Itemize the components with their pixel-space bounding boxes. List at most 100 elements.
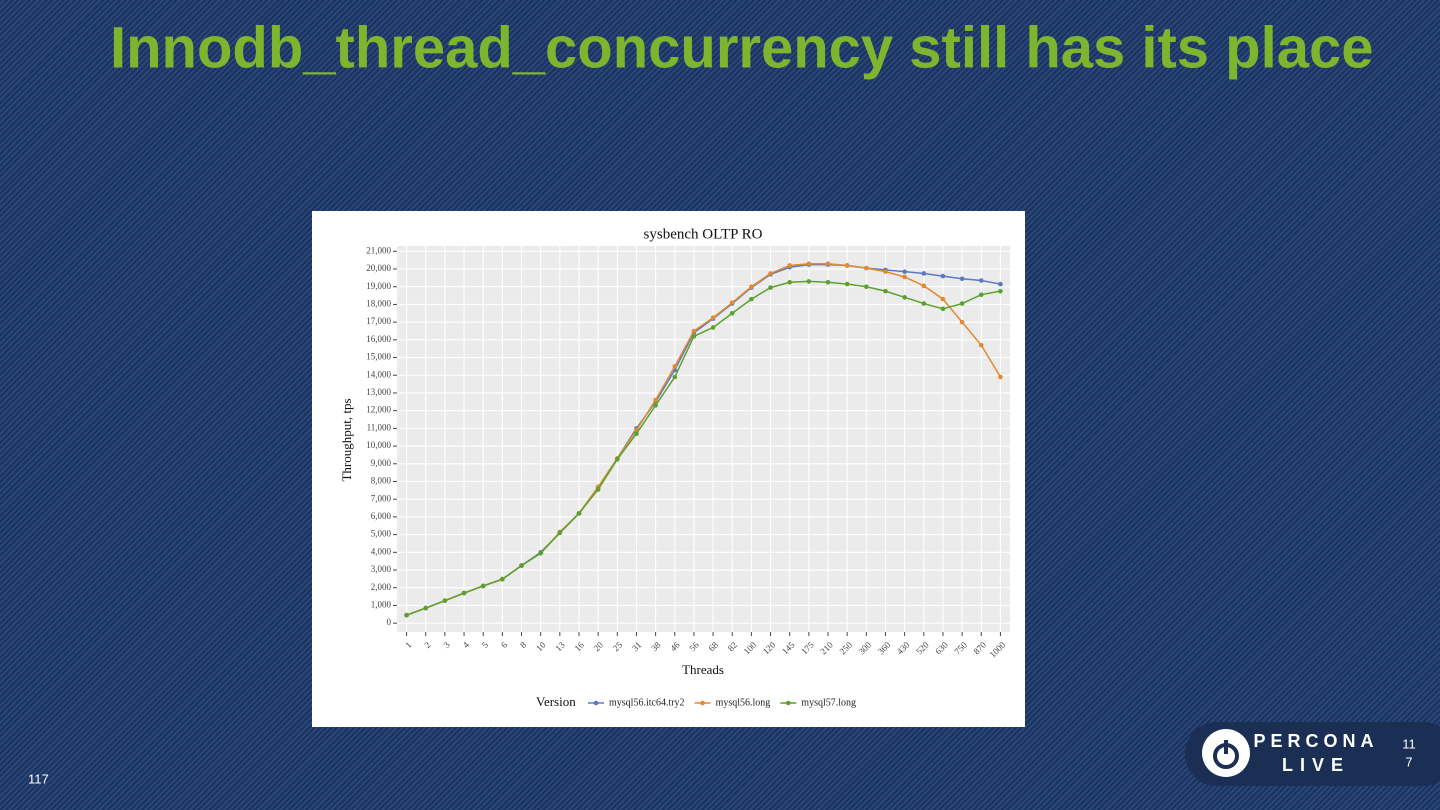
x-tick-label: 3 [442,639,453,650]
data-point [461,590,467,596]
data-point [902,269,907,274]
x-tick-label: 5 [480,639,491,650]
data-point [825,279,831,285]
data-point [883,269,888,274]
data-point [902,295,907,300]
data-point [691,328,697,334]
badge-number: 7 [1405,754,1412,769]
legend-label: mysql56.long [716,697,771,708]
data-point [576,511,582,516]
data-point [442,598,448,603]
y-tick-label: 15,000 [366,352,391,362]
data-point [729,310,735,316]
data-point [787,279,793,285]
data-point [978,342,984,348]
data-point [519,563,524,568]
y-tick-label: 13,000 [366,387,391,397]
data-point [768,285,773,290]
y-tick-label: 1,000 [371,600,392,610]
legend-swatch-dot [700,700,705,706]
badge-number: 11 [1402,736,1416,751]
x-tick-label: 4 [461,639,472,650]
y-tick-label: 19,000 [366,281,391,291]
data-point [500,576,505,582]
data-point [653,403,658,408]
data-point [864,284,869,290]
logo-text: PERCONA [1253,731,1378,751]
data-point [749,284,754,290]
data-point [959,276,965,282]
data-point [710,325,716,330]
data-point [921,271,927,276]
y-tick-label: 4,000 [371,546,392,556]
y-axis-title: Throughput, tps [339,398,354,481]
data-point [959,301,965,306]
logo-badge [1185,722,1440,786]
slide-number: 117 [28,771,49,786]
legend-swatch-dot [785,700,791,706]
data-point [749,296,754,302]
data-point [710,315,716,321]
data-point [538,550,543,556]
y-tick-label: 5,000 [371,529,392,539]
data-point [480,583,486,589]
data-point [998,281,1003,287]
data-point [940,306,946,312]
logo-text: LIVE [1282,755,1350,775]
data-point [672,364,678,369]
y-tick-label: 6,000 [371,511,392,521]
chart: sysbench OLTP RO Threads Throughput, tps… [339,226,1010,709]
data-point [978,292,984,297]
plot-panel [397,246,1010,632]
data-point [806,279,812,284]
data-point [921,283,927,289]
y-tick-label: 0 [387,617,392,627]
data-point [768,271,773,276]
x-axis-title: Threads [682,662,724,677]
legend-title: Version [536,694,576,709]
y-tick-label: 21,000 [366,245,391,255]
data-point [883,288,888,294]
y-tick-label: 20,000 [366,263,391,273]
data-point [806,261,812,267]
y-tick-label: 8,000 [371,476,392,486]
y-tick-label: 3,000 [371,564,392,574]
data-point [404,612,409,618]
data-point [729,300,735,305]
x-tick-label: 1 [403,640,413,650]
series-line [406,280,1001,616]
data-point [614,457,620,462]
x-tick-label: 8 [518,639,529,650]
data-point [672,374,678,380]
data-point [902,274,907,280]
x-tick-label: 2 [422,640,432,650]
data-point [864,265,869,271]
data-point [844,263,850,268]
y-tick-label: 2,000 [371,582,392,592]
y-tick-label: 7,000 [371,493,392,503]
slide-title: Innodb_thread_concurrency still has its … [110,15,1373,80]
data-point [921,301,927,306]
data-point [998,374,1003,380]
data-point [940,296,946,302]
data-point [557,530,563,536]
chart-title: sysbench OLTP RO [644,226,763,242]
data-point [423,605,429,611]
data-point [653,397,658,403]
legend-label: mysql56.itc64.try2 [609,697,685,708]
data-point [959,319,965,325]
y-tick-label: 12,000 [366,405,391,415]
data-point [595,487,601,492]
y-tick-label: 10,000 [366,440,391,450]
legend-label: mysql57.long [801,697,856,708]
y-tick-label: 9,000 [371,458,392,468]
data-point [844,281,850,287]
data-point [691,334,697,339]
x-tick-label: 6 [499,639,510,650]
data-point [787,263,793,268]
data-point [940,273,946,279]
y-tick-label: 17,000 [366,316,391,326]
data-point [978,278,984,283]
y-tick-label: 16,000 [366,334,391,344]
